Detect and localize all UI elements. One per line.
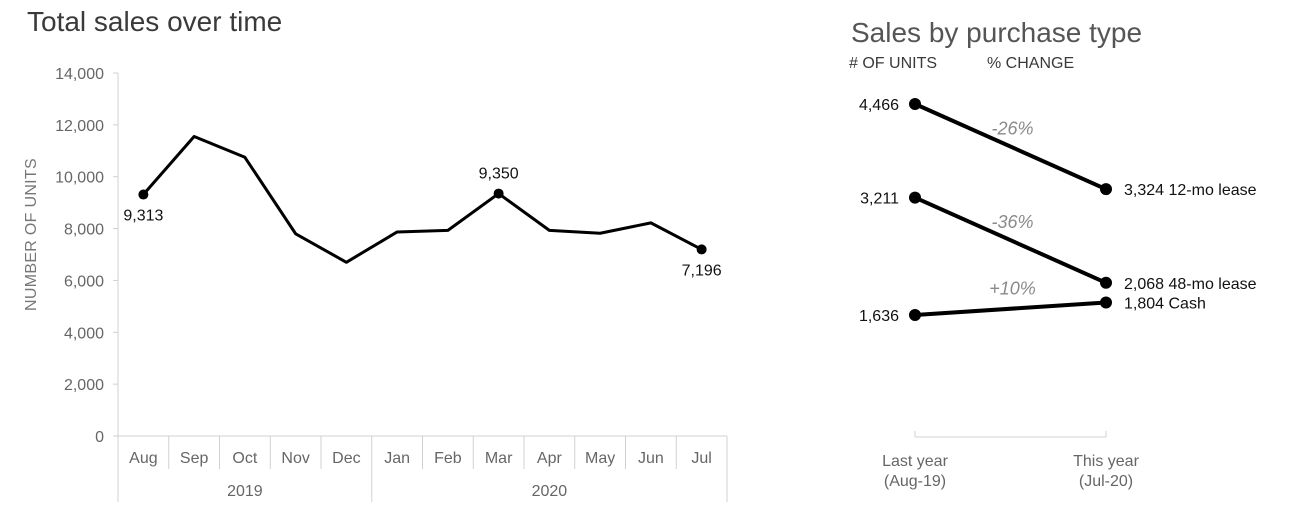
slope-start-marker [909,191,921,204]
slope-end-label: 3,324 12-mo lease [1124,182,1257,199]
change-column-header: % CHANGE [987,55,1075,72]
y-tick-label: 10,000 [55,170,104,187]
slope-series-line [914,195,1107,285]
x-tick-label: Aug [129,450,157,467]
x-tick-label: May [585,450,615,467]
line-chart-title: Total sales over time [27,6,283,37]
y-tick-label: 2,000 [64,377,104,394]
slope-x-label: This year [1073,453,1139,470]
y-axis-title: NUMBER OF UNITS [23,158,40,311]
slope-chart: Last year (Aug-19) This year (Jul-20) 4,466 3… [859,97,1257,490]
data-point-marker [493,188,504,199]
y-tick-label: 0 [95,429,104,446]
x-tick-label: Feb [434,450,462,467]
slope-start-label: 4,466 [859,97,899,114]
x-tick-label: Apr [537,450,563,467]
line-chart: 0 2,000 4,000 6,000 8,000 10,000 12,000 14,000 N… [23,66,728,502]
x-tick-label: Jul [691,450,711,467]
percent-change-label: -36% [991,212,1033,232]
slope-end-label: 1,804 Cash [1124,295,1206,312]
y-tick-label: 12,000 [55,118,104,135]
x-tick-label: Jun [638,450,664,467]
year-group-label: 2020 [532,483,568,500]
data-point-label: 9,350 [479,166,519,183]
percent-change-label: +10% [989,279,1036,299]
slope-chart-title: Sales by purchase type [851,17,1143,48]
slope-start-marker [909,309,921,321]
data-point-label: 9,313 [123,208,163,225]
slope-start-label: 3,211 [860,191,899,208]
slope-end-label: 2,068 48-mo lease [1124,276,1257,293]
data-point-marker [138,189,149,200]
slope-start-marker [909,98,921,110]
slope-x-sublabel: (Jul-20) [1079,473,1133,490]
data-point-marker [696,244,707,255]
x-tick-label: Nov [281,450,309,467]
slope-start-label: 1,636 [859,308,899,325]
x-tick-label: Sep [180,450,209,467]
y-tick-label: 4,000 [64,325,104,342]
y-tick-label: 8,000 [64,222,104,239]
slope-series-line [914,300,1107,317]
slope-end-marker [1100,296,1112,309]
slope-end-marker [1100,276,1112,289]
y-tick-label: 14,000 [55,66,104,83]
slope-end-marker [1100,183,1112,196]
x-tick-label: Dec [332,450,360,467]
units-column-header: # OF UNITS [849,55,938,72]
slope-x-label: Last year [882,453,948,470]
percent-change-label: -26% [991,119,1033,139]
slope-series-line [914,102,1107,191]
sales-series-line [142,135,703,264]
y-tick-label: 6,000 [64,273,104,290]
year-group-label: 2019 [227,483,263,500]
x-tick-label: Jan [384,450,410,467]
x-tick-label: Mar [485,450,513,467]
data-point-label: 7,196 [682,262,722,279]
x-tick-label: Oct [232,450,257,467]
slope-x-sublabel: (Aug-19) [884,473,946,490]
